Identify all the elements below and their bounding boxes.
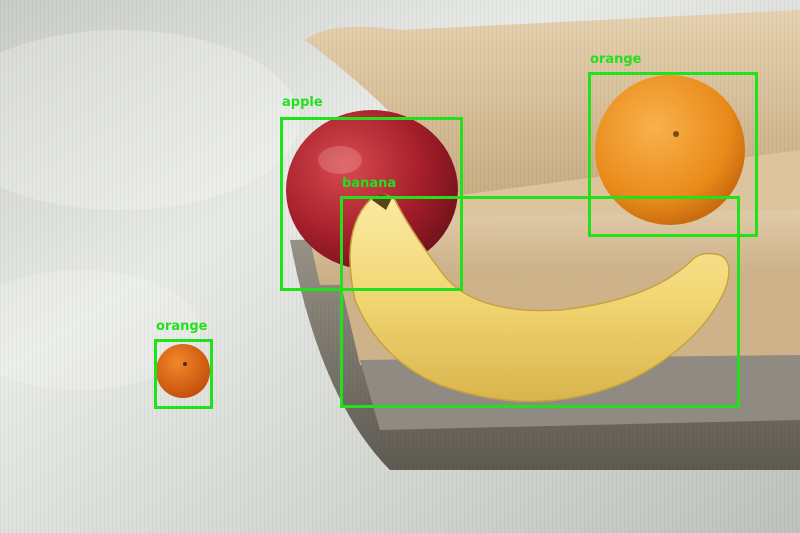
detection-box-apple xyxy=(280,117,463,291)
detection-box-orange-small xyxy=(154,339,213,409)
detection-label-orange-small: orange xyxy=(156,319,208,334)
detection-label-orange-large: orange xyxy=(590,52,642,67)
detection-label-banana: banana xyxy=(342,176,397,191)
detection-box-orange-large xyxy=(588,72,758,237)
detection-box-banana xyxy=(340,196,740,408)
detection-label-apple: apple xyxy=(282,95,323,110)
